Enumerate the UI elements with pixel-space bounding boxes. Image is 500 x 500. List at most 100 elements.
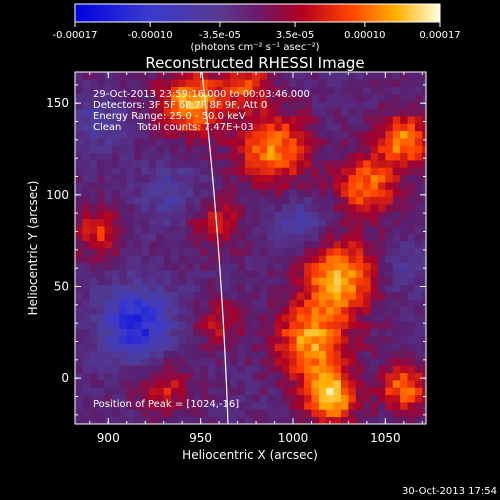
heatmap-cell [259,138,268,146]
heatmap-cell [178,167,187,176]
heatmap-cell [193,116,202,124]
heatmap-cell [400,101,408,110]
heatmap-cell [296,292,305,300]
heatmap-cell [304,365,312,374]
heatmap-cell [385,402,394,410]
heatmap-cell [363,372,371,381]
heatmap-cell [82,130,91,139]
heatmap-cell [414,358,423,366]
heatmap-cell [281,79,290,88]
heatmap-cell [185,211,194,220]
heatmap-cell [230,116,238,124]
heatmap-cell [400,248,408,256]
heatmap-cell [89,196,98,205]
heatmap-cell [304,270,312,278]
heatmap-cell [148,387,157,396]
heatmap-cell [370,284,379,293]
heatmap-cell [148,321,157,330]
heatmap-cell [230,416,238,424]
heatmap-cell [193,233,202,242]
heatmap-cell [414,211,423,220]
heatmap-cell [208,350,216,359]
heatmap-cell [208,130,216,139]
heatmap-cell [208,284,216,293]
heatmap-cell [111,218,120,227]
heatmap-cell [89,343,98,352]
heatmap-cell [392,380,401,388]
heatmap-cell [333,387,342,396]
heatmap-cell [355,101,364,110]
heatmap-cell [89,380,98,388]
heatmap-cell [82,306,91,315]
heatmap-cell [259,306,268,315]
heatmap-cell [82,86,91,95]
heatmap-cell [333,299,342,308]
heatmap-cell [148,218,157,227]
heatmap-cell [126,394,135,403]
heatmap-cell [178,196,187,205]
heatmap-cell [222,416,231,424]
heatmap-cell [252,240,261,249]
heatmap-cell [237,196,246,205]
heatmap-cell [400,218,408,227]
heatmap-cell [104,358,113,366]
heatmap-cell [422,284,426,293]
heatmap-cell [111,182,120,190]
heatmap-cell [267,116,275,124]
heatmap-cell [141,174,150,183]
heatmap-cell [82,108,91,117]
heatmap-cell [311,101,320,110]
heatmap-cell [348,123,357,132]
heatmap-cell [230,372,238,381]
heatmap-cell [274,204,283,212]
heatmap-cell [414,314,423,322]
heatmap-cell [200,270,209,278]
heatmap-cell [400,314,408,322]
heatmap-cell [89,240,98,249]
heatmap-cell [311,79,320,88]
heatmap-cell [222,248,231,256]
heatmap-cell [185,328,194,337]
heatmap-cell [289,94,298,102]
heatmap-cell [304,116,312,124]
heatmap-cell [318,299,327,308]
heatmap-cell [141,72,150,80]
heatmap-cell [422,218,426,227]
heatmap-cell [171,409,179,418]
heatmap-cell [392,321,401,330]
heatmap-cell [200,240,209,249]
heatmap-cell [193,152,202,161]
heatmap-cell [348,138,357,146]
heatmap-cell [274,240,283,249]
heatmap-cell [208,123,216,132]
heatmap-cell [237,211,246,220]
heatmap-cell [230,240,238,249]
heatmap-cell [304,255,312,264]
heatmap-cell [281,306,290,315]
heatmap-cell [178,314,187,322]
heatmap-cell [222,72,231,80]
heatmap-cell [126,182,135,190]
heatmap-cell [304,152,312,161]
heatmap-cell [348,182,357,190]
heatmap-cell [126,321,135,330]
heatmap-cell [422,116,426,124]
heatmap-cell [237,387,246,396]
heatmap-cell [252,387,261,396]
heatmap-cell [119,145,128,154]
heatmap-cell [75,86,83,95]
y-axis-label: Heliocentric Y (arcsec) [26,181,40,316]
heatmap-cell [355,402,364,410]
heatmap-cell [230,270,238,278]
heatmap-cell [104,328,113,337]
heatmap-cell [163,226,172,234]
heatmap-cell [341,233,349,242]
heatmap-cell [230,211,238,220]
heatmap-cell [163,79,172,88]
heatmap-cell [311,248,320,256]
heatmap-cell [200,409,209,418]
heatmap-cell [341,218,349,227]
heatmap-cell [156,336,165,344]
heatmap-cell [156,86,165,95]
heatmap-cell [318,240,327,249]
